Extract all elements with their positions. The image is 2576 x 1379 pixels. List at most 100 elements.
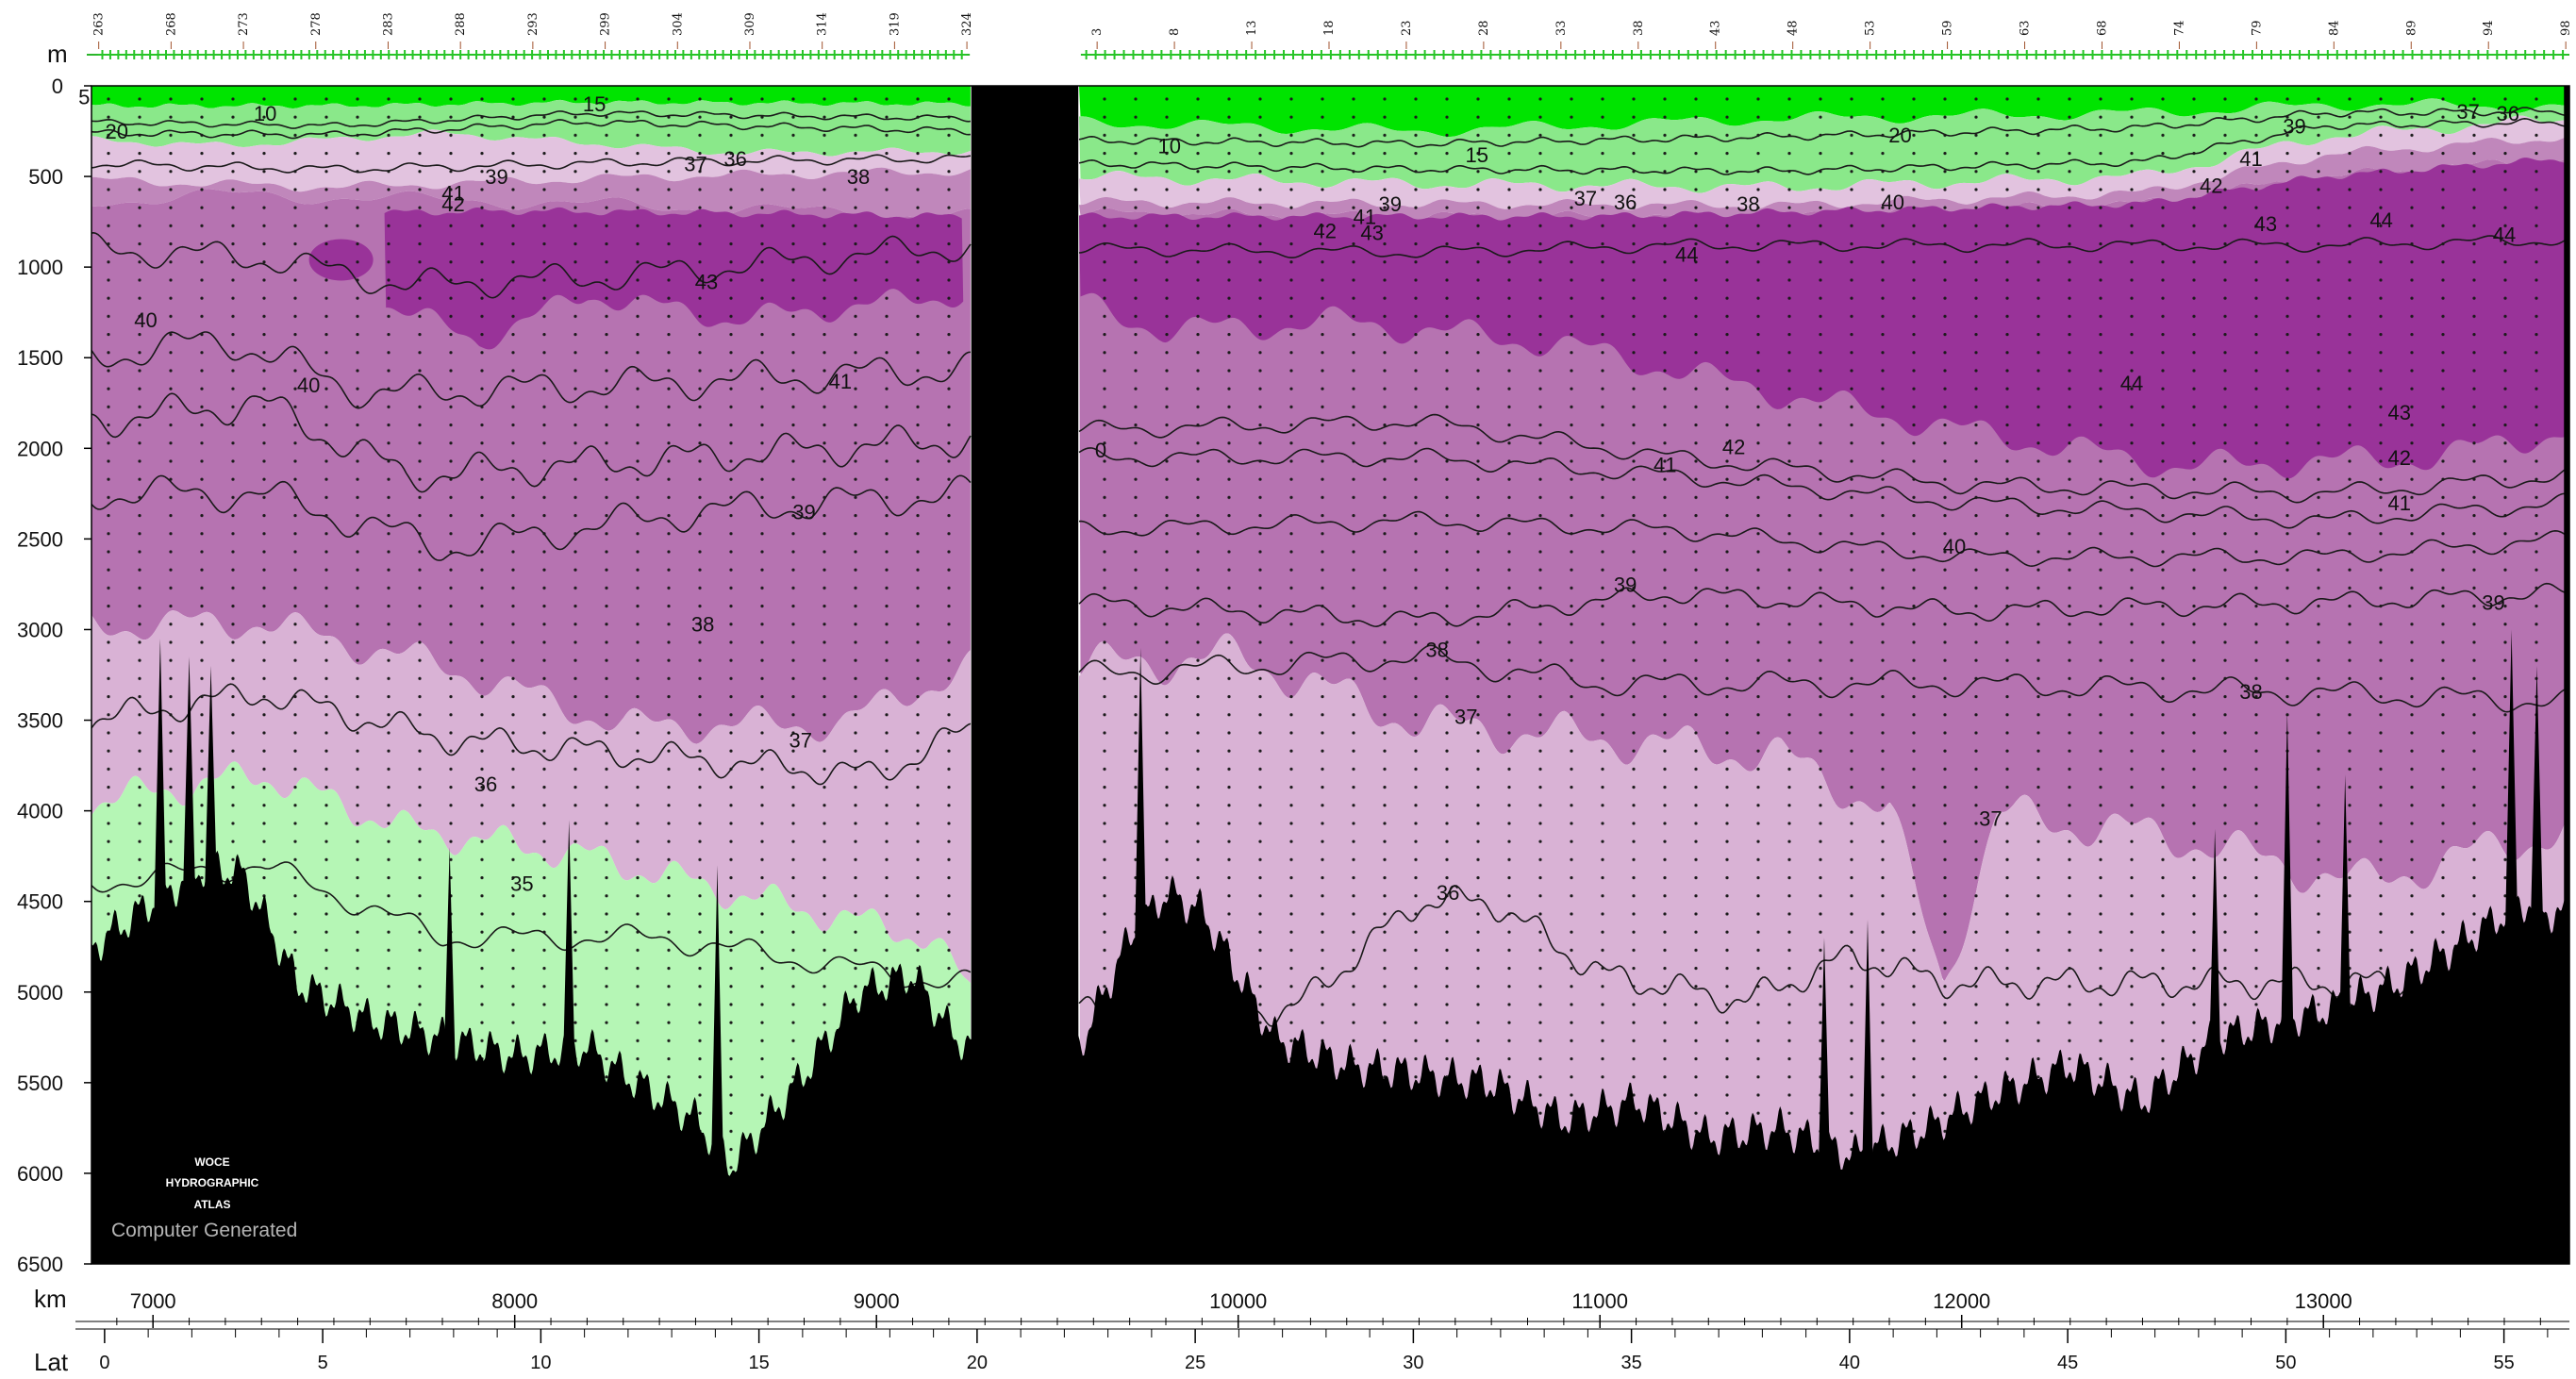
watermark-atlas: ATLAS bbox=[193, 1198, 230, 1211]
contour-label-43: 43 bbox=[2388, 401, 2411, 424]
station-label: 33 bbox=[1554, 20, 1569, 36]
distance-tick-label: 12000 bbox=[1933, 1289, 1990, 1313]
contour-label-41: 41 bbox=[1654, 454, 1676, 477]
latitude-tick-label: 50 bbox=[2275, 1353, 2296, 1373]
contour-label-39: 39 bbox=[2482, 591, 2504, 615]
contour-label-39: 39 bbox=[2283, 114, 2305, 138]
seamount-spike-5 bbox=[710, 865, 724, 1193]
contour-label-15: 15 bbox=[1466, 143, 1488, 167]
contour-line-right-3 bbox=[1078, 413, 2568, 504]
depth-tick-label: 1500 bbox=[17, 346, 63, 370]
contour-label-40: 40 bbox=[134, 308, 157, 332]
station-label: 98 bbox=[2559, 20, 2573, 36]
station-label: 319 bbox=[888, 12, 902, 36]
contour-label-20: 20 bbox=[1888, 124, 1911, 147]
distance-tick-label: 7000 bbox=[130, 1289, 176, 1313]
contour-label-39: 39 bbox=[1614, 573, 1637, 596]
distance-tick-label: 8000 bbox=[491, 1289, 538, 1313]
station-label: 89 bbox=[2404, 20, 2418, 36]
contour-label-40: 40 bbox=[297, 374, 320, 397]
contour-line-right-5 bbox=[1078, 510, 2568, 568]
contour-label-42: 42 bbox=[2200, 174, 2222, 198]
seamount-spike-9 bbox=[2208, 828, 2222, 1096]
contour-label-38: 38 bbox=[847, 165, 870, 189]
station-label: 263 bbox=[92, 12, 107, 36]
right-edge-wall bbox=[2564, 86, 2569, 1264]
contour-line-left-7 bbox=[91, 683, 972, 786]
contour-label-36: 36 bbox=[1614, 191, 1637, 214]
station-label: 94 bbox=[2482, 20, 2496, 36]
contour-line-right-2 bbox=[1078, 235, 2568, 259]
latitude-tick-label: 0 bbox=[99, 1353, 109, 1373]
seamount-spike-0 bbox=[153, 639, 167, 940]
latitude-tick-label: 20 bbox=[967, 1353, 988, 1373]
depth-tick-label: 4000 bbox=[17, 800, 63, 823]
depth-tick-label: 0 bbox=[52, 75, 63, 98]
seamount-spike-4 bbox=[562, 820, 576, 1097]
contour-label-39: 39 bbox=[1379, 192, 1402, 216]
seamount-spike-12 bbox=[2504, 629, 2518, 947]
seamount-spike-3 bbox=[442, 847, 457, 1100]
woce-watermark: WOCE HYDROGRAPHIC ATLAS Computer Generat… bbox=[111, 1155, 297, 1241]
contour-line-right-4 bbox=[1078, 447, 2568, 529]
station-label: 28 bbox=[1477, 20, 1491, 36]
contour-line-left-0 bbox=[91, 110, 971, 129]
station-label: 18 bbox=[1322, 20, 1337, 36]
station-axis: 263 268 273 278 283 288 293 299 304 309 314 319 324 3… bbox=[87, 12, 2573, 59]
distance-tick-label: 13000 bbox=[2295, 1289, 2352, 1313]
latitude-tick-label: 55 bbox=[2494, 1353, 2515, 1373]
contour-label-0: 0 bbox=[1095, 439, 1106, 462]
depth-tick-label: 1000 bbox=[17, 256, 63, 279]
latitude-tick-label: 30 bbox=[1403, 1353, 1423, 1373]
station-label: 68 bbox=[2096, 20, 2110, 36]
contour-line-right-8 bbox=[1078, 885, 2569, 1027]
distance-tick-label: 10000 bbox=[1209, 1289, 1267, 1313]
latitude-tick-label: 15 bbox=[749, 1353, 770, 1373]
contour-label-39: 39 bbox=[792, 501, 815, 524]
contour-label-37: 37 bbox=[789, 729, 811, 753]
contour-label-38: 38 bbox=[2239, 680, 2262, 704]
seamount-spike-2 bbox=[204, 665, 218, 910]
station-label: 74 bbox=[2172, 20, 2186, 36]
contour-label-41: 41 bbox=[829, 370, 852, 393]
station-label: 13 bbox=[1245, 20, 1259, 36]
watermark-woce: WOCE bbox=[194, 1155, 229, 1169]
contour-label-44: 44 bbox=[2120, 372, 2143, 395]
seamount-spike-1 bbox=[182, 656, 196, 912]
station-label: 273 bbox=[237, 12, 251, 36]
contour-label-10: 10 bbox=[254, 102, 276, 125]
latitude-axis: Lat 0 5 10 15 20 25 30 35 40 45 50 55 bbox=[34, 1328, 2569, 1376]
contour-label-42: 42 bbox=[2388, 446, 2411, 470]
station-label: 304 bbox=[671, 12, 685, 36]
station-label: 23 bbox=[1400, 20, 1414, 36]
station-label: 48 bbox=[1787, 20, 1801, 36]
station-label: 79 bbox=[2250, 20, 2264, 36]
station-label: 53 bbox=[1864, 20, 1878, 36]
seamount-spike-11 bbox=[2338, 774, 2352, 1072]
contour-line-right-6 bbox=[1078, 582, 2568, 628]
contour-label-44: 44 bbox=[2369, 208, 2392, 232]
depth-tick-label: 5500 bbox=[17, 1072, 63, 1095]
station-label: 59 bbox=[1941, 20, 1955, 36]
station-label: 299 bbox=[599, 12, 613, 36]
contour-label-41: 41 bbox=[441, 181, 464, 205]
depth-tick-label: 3500 bbox=[17, 709, 63, 733]
contour-label-38: 38 bbox=[1737, 192, 1759, 216]
contour-label-39: 39 bbox=[485, 165, 507, 189]
distance-tick-label: 9000 bbox=[854, 1289, 900, 1313]
contour-label-36: 36 bbox=[2497, 102, 2519, 125]
depth-tick-label: 3000 bbox=[17, 618, 63, 641]
station-label: 38 bbox=[1632, 20, 1646, 36]
bottom-topography bbox=[91, 86, 2569, 1264]
contour-label-15: 15 bbox=[583, 92, 606, 116]
latitude-tick-label: 40 bbox=[1839, 1353, 1860, 1373]
latitude-tick-label: 35 bbox=[1621, 1353, 1642, 1373]
contour-label-40: 40 bbox=[1943, 535, 1966, 558]
station-label: 288 bbox=[454, 12, 468, 36]
contour-label-41: 41 bbox=[2239, 147, 2262, 171]
contour-label-37: 37 bbox=[1979, 806, 2002, 830]
contour-label-41: 41 bbox=[1354, 205, 1376, 228]
latitude-axis-title: Lat bbox=[34, 1348, 69, 1376]
contour-line-left-2 bbox=[91, 154, 972, 174]
